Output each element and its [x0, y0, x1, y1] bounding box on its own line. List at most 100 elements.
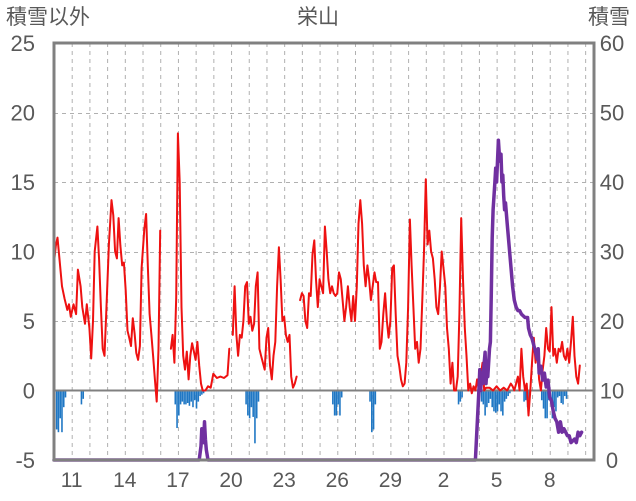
precipitation-bar	[247, 390, 249, 416]
precipitation-bar	[503, 390, 506, 402]
precipitation-bar	[64, 390, 67, 398]
precipitation-bars	[55, 390, 568, 444]
precipitation-bar	[181, 390, 184, 402]
right-tick-label: 10	[600, 379, 624, 404]
precipitation-bar	[544, 390, 547, 419]
precipitation-bar	[250, 390, 253, 408]
x-tick-label: 14	[113, 469, 137, 492]
precipitation-bar	[176, 390, 178, 429]
right-tick-label: 0	[606, 448, 618, 473]
left-tick-label: 10	[11, 240, 35, 265]
left-tick-label: -5	[15, 448, 35, 473]
series-lines	[52, 132, 584, 462]
precipitation-bar	[480, 390, 483, 402]
precipitation-bar	[339, 390, 341, 416]
precipitation-bar	[185, 390, 187, 405]
snow-depth-line	[52, 138, 584, 462]
precipitation-bar	[525, 390, 527, 401]
precipitation-bar	[337, 390, 339, 405]
precipitation-bar	[255, 390, 258, 419]
right-tick-label: 60	[600, 31, 624, 56]
left-tick-label: 5	[23, 309, 35, 334]
precipitation-bar	[178, 390, 180, 416]
precipitation-bar	[372, 390, 375, 430]
x-tick-label: 17	[166, 469, 189, 492]
precipitation-bar	[507, 390, 509, 397]
precipitation-bar	[197, 390, 200, 402]
x-tick-label: 5	[491, 469, 503, 492]
precipitation-bar	[555, 390, 557, 412]
precipitation-bar	[179, 390, 182, 405]
precipitation-bar	[193, 390, 196, 401]
precipitation-bar	[563, 390, 566, 397]
precipitation-bar	[190, 390, 193, 402]
precipitation-bar	[494, 390, 497, 413]
precipitation-bar	[245, 390, 247, 405]
plot-frame	[52, 41, 596, 462]
precipitation-bar	[562, 390, 564, 405]
precipitation-bar	[491, 390, 493, 408]
precipitation-bar	[484, 390, 486, 416]
precipitation-bar	[55, 390, 58, 430]
right-tick-label: 50	[600, 101, 624, 126]
right-tick-label: 40	[600, 170, 624, 195]
precipitation-bar	[461, 390, 463, 398]
precipitation-bar	[195, 390, 198, 409]
left-tick-label: 20	[11, 101, 35, 126]
precipitation-bar	[335, 390, 338, 416]
x-tick-label: 20	[219, 469, 242, 492]
precipitation-bar	[80, 390, 83, 405]
precipitation-bar	[542, 390, 545, 409]
precipitation-bar	[493, 390, 495, 412]
precipitation-bar	[332, 390, 334, 405]
precipitation-bar	[498, 390, 501, 405]
precipitation-bar	[333, 390, 336, 416]
precipitation-bar	[374, 390, 377, 405]
x-tick-label: 8	[544, 469, 556, 492]
precipitation-bar	[482, 390, 485, 405]
x-tick-label: 11	[61, 469, 83, 492]
precipitation-bar	[61, 390, 63, 433]
precipitation-bar	[57, 390, 60, 433]
precipitation-bar	[174, 390, 177, 405]
chart-title: 栄山	[297, 6, 339, 29]
precipitation-bar	[183, 390, 185, 405]
precipitation-bar	[252, 390, 254, 417]
right-tick-label: 20	[600, 309, 624, 334]
precipitation-bar	[199, 390, 201, 397]
precipitation-bar	[489, 390, 492, 399]
left-axis-title: 積雪以外	[6, 6, 90, 29]
precipitation-bar	[257, 390, 260, 402]
precipitation-bar	[457, 390, 460, 405]
precipitation-bar	[188, 390, 191, 406]
right-tick-label: 30	[600, 240, 624, 265]
precipitation-bar	[487, 390, 490, 404]
precipitation-bar	[486, 390, 488, 408]
precipitation-bar	[505, 390, 508, 399]
precipitation-bar	[248, 390, 251, 419]
precipitation-bar	[371, 390, 373, 433]
left-tick-label: 0	[23, 379, 35, 404]
precipitation-bar	[523, 390, 525, 402]
right-axis-title: 積雪	[588, 6, 630, 29]
precipitation-bar	[553, 390, 555, 408]
precipitation-bar	[560, 390, 563, 404]
precipitation-bar	[369, 390, 371, 402]
x-axis-ticks: 11 14 17 20 23 26 29 2 5 8	[61, 469, 556, 492]
precipitation-bar	[254, 390, 256, 444]
precipitation-bar	[192, 390, 194, 408]
precipitation-bar	[202, 390, 205, 394]
left-axis-ticks: 25 20 15 10 5 0 -5	[11, 31, 35, 473]
precipitation-bar	[62, 390, 65, 408]
precipitation-bar	[556, 390, 559, 398]
precipitation-bar	[82, 390, 85, 399]
temperature-line	[53, 132, 581, 417]
precipitation-bar	[546, 390, 548, 419]
right-axis-ticks: 60 50 40 30 20 10 0	[600, 31, 624, 473]
left-tick-label: 15	[11, 170, 35, 195]
precipitation-bar	[565, 390, 568, 399]
precipitation-bar	[496, 390, 499, 412]
precipitation-bar	[509, 390, 511, 394]
precipitation-bar	[558, 390, 561, 397]
